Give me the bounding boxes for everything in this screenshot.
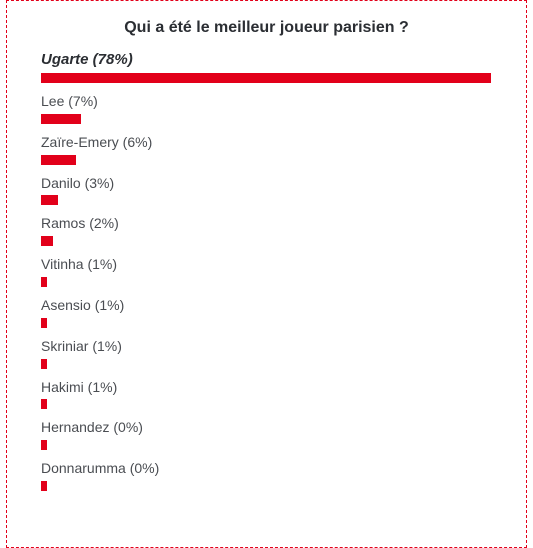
- poll-option: Donnarumma (0%): [41, 460, 492, 491]
- poll-bar-track: [41, 318, 492, 328]
- poll-option: Hakimi (1%): [41, 379, 492, 410]
- poll-bar-track: [41, 73, 492, 83]
- poll-option-label: Hernandez (0%): [41, 419, 492, 436]
- poll-bar-track: [41, 195, 492, 205]
- poll-bar: [41, 359, 47, 369]
- poll-bar-track: [41, 359, 492, 369]
- poll-option-label: Zaïre-Emery (6%): [41, 134, 492, 151]
- poll-option-label: Ramos (2%): [41, 215, 492, 232]
- poll-bar: [41, 195, 58, 205]
- poll-bar: [41, 481, 47, 491]
- poll-bar: [41, 73, 491, 83]
- poll-option-label: Ugarte (78%): [41, 51, 492, 69]
- poll-option: Zaïre-Emery (6%): [41, 134, 492, 165]
- poll-bar: [41, 277, 47, 287]
- poll-bar-track: [41, 440, 492, 450]
- poll-option-label: Asensio (1%): [41, 297, 492, 314]
- poll-option-label: Donnarumma (0%): [41, 460, 492, 477]
- poll-bar-track: [41, 399, 492, 409]
- poll-bar-track: [41, 236, 492, 246]
- poll-option: Hernandez (0%): [41, 419, 492, 450]
- poll-bar: [41, 236, 53, 246]
- poll-bar: [41, 318, 47, 328]
- poll-bar: [41, 155, 76, 165]
- poll-option: Lee (7%): [41, 93, 492, 124]
- poll-bar-track: [41, 155, 492, 165]
- poll-option-label: Lee (7%): [41, 93, 492, 110]
- poll-container: Qui a été le meilleur joueur parisien ? …: [6, 0, 527, 548]
- poll-options-list: Ugarte (78%) Lee (7%) Zaïre-Emery (6%) Dani…: [41, 51, 492, 491]
- poll-bar-track: [41, 114, 492, 124]
- poll-title: Qui a été le meilleur joueur parisien ?: [41, 19, 492, 37]
- poll-option-label: Hakimi (1%): [41, 379, 492, 396]
- poll-option: Asensio (1%): [41, 297, 492, 328]
- poll-option-label: Danilo (3%): [41, 175, 492, 192]
- poll-option: Ramos (2%): [41, 215, 492, 246]
- poll-option: Danilo (3%): [41, 175, 492, 206]
- poll-option: Vitinha (1%): [41, 256, 492, 287]
- poll-bar: [41, 440, 47, 450]
- poll-bar-track: [41, 481, 492, 491]
- poll-option-label: Vitinha (1%): [41, 256, 492, 273]
- poll-bar: [41, 399, 47, 409]
- poll-option-label: Skriniar (1%): [41, 338, 492, 355]
- poll-bar: [41, 114, 81, 124]
- poll-option: Ugarte (78%): [41, 51, 492, 83]
- poll-bar-track: [41, 277, 492, 287]
- poll-option: Skriniar (1%): [41, 338, 492, 369]
